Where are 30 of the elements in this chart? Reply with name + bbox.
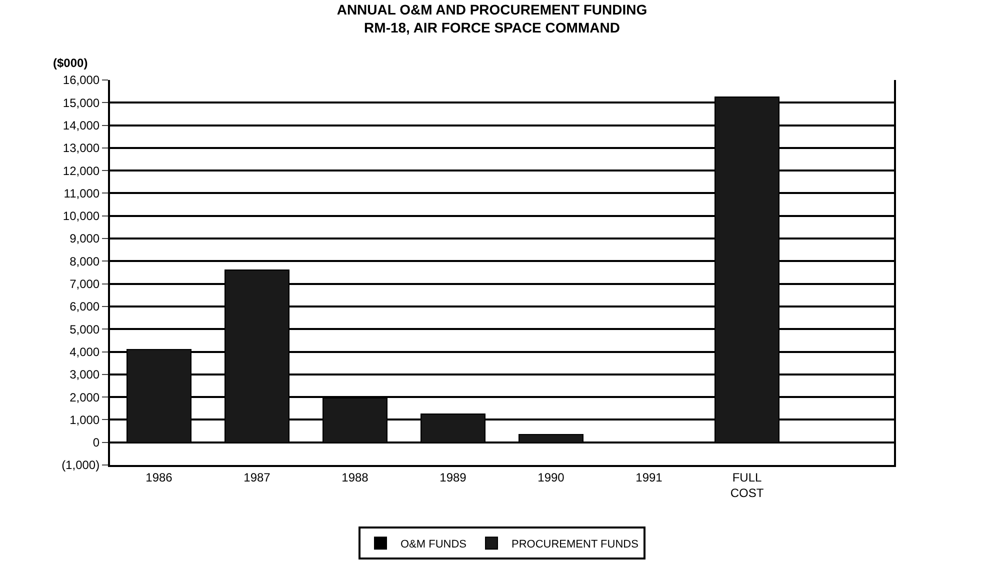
- y-tick-label: 8,000: [70, 254, 100, 268]
- x-tick-label: 1986: [146, 470, 173, 484]
- y-tick-label: 11,000: [64, 186, 100, 200]
- y-tick-label: 13,000: [62, 141, 100, 156]
- y-tick-label: 1,000: [70, 412, 100, 427]
- y-tick-label: 16,000: [62, 73, 100, 88]
- y-tick-label: 15,000: [62, 96, 100, 110]
- x-tick-label: 1989: [440, 470, 467, 484]
- y-tick-label: 12,000: [62, 164, 100, 178]
- y-tick-label: 14,000: [62, 118, 100, 132]
- y-tick-label: 10,000: [62, 209, 100, 224]
- x-tick-label: 1988: [342, 470, 369, 484]
- y-axis-title: ($000): [53, 56, 88, 70]
- x-tick-label: FULL COST: [730, 470, 764, 500]
- y-tick-label: 2,000: [70, 390, 100, 404]
- x-tick-label: 1987: [244, 470, 271, 484]
- x-tick-label: 1991: [636, 470, 663, 484]
- y-tick-label: 6,000: [70, 300, 100, 314]
- x-tick-label: 1990: [538, 470, 565, 484]
- legend-label: PROCUREMENT FUNDS: [512, 538, 638, 550]
- chart-title: ANNUAL O&M AND PROCUREMENT FUNDING: [336, 1, 648, 18]
- y-tick-label: 3,000: [70, 368, 100, 382]
- y-tick-label: 9,000: [70, 232, 100, 246]
- y-tick-label: 7,000: [70, 277, 100, 292]
- y-tick-label: 4,000: [70, 344, 100, 359]
- legend-label: O&M FUNDS: [400, 538, 466, 550]
- y-tick-label: 5,000: [70, 322, 100, 336]
- y-tick-label: 0: [92, 436, 100, 450]
- chart-subtitle: RM-18, AIR FORCE SPACE COMMAND: [364, 20, 620, 36]
- y-tick-label: (1,000): [62, 458, 100, 472]
